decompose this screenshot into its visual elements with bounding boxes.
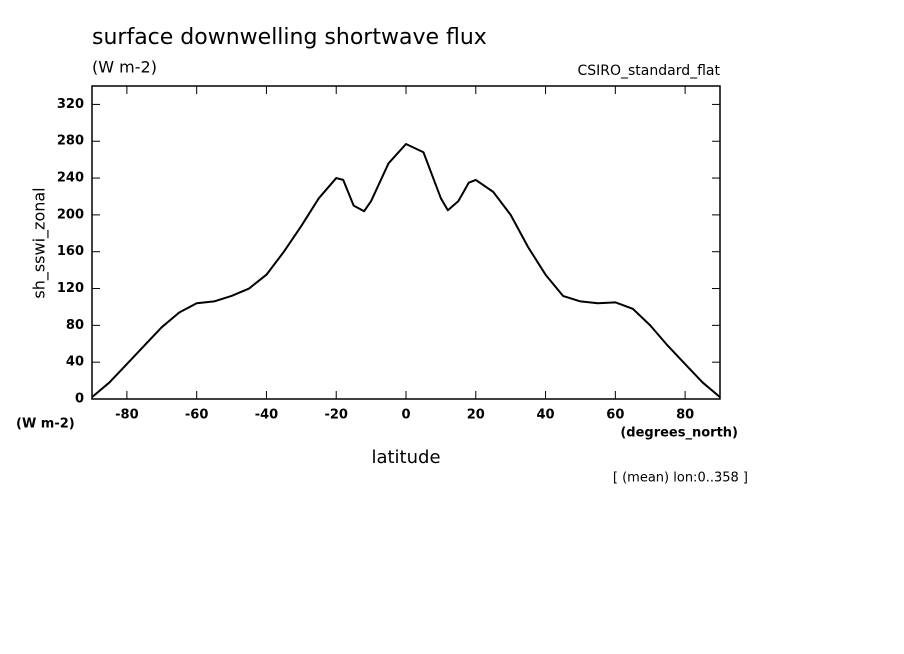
note: [ (mean) lon:0..358 ]	[613, 471, 748, 486]
x-tick-label: 60	[606, 408, 624, 423]
y-tick-label: 120	[57, 281, 84, 296]
x-axis-label: latitude	[371, 447, 440, 468]
y-tick-label: 320	[57, 97, 84, 112]
chart-title: surface downwelling shortwave flux	[92, 25, 487, 50]
y-axis-label: sh_sswi_zonal	[30, 187, 50, 298]
source: CSIRO_standard_flat	[577, 63, 720, 79]
line	[91, 142, 721, 398]
y-tick-label: 160	[57, 244, 84, 259]
x-tick-label: 20	[467, 408, 485, 423]
x-tick-label: -20	[324, 408, 348, 423]
x-tick-label: 40	[537, 408, 555, 423]
y-tick-label: 240	[57, 171, 84, 186]
x-units: (degrees_north)	[620, 426, 738, 441]
x-tick-label: 80	[676, 408, 694, 423]
y-tick-label: 200	[57, 207, 84, 222]
x-tick-label: 0	[401, 408, 410, 423]
y-tick-label: 280	[57, 134, 84, 149]
y-tick-label: 0	[75, 392, 84, 407]
x-tick-label: -80	[115, 408, 139, 423]
units: (W m-2)	[92, 58, 157, 77]
x-tick-label: -40	[255, 408, 279, 423]
y-units: (W m-2)	[16, 417, 75, 432]
y-tick-label: 40	[66, 355, 84, 370]
x-tick-label: -60	[185, 408, 209, 423]
y-tick-label: 80	[66, 318, 84, 333]
